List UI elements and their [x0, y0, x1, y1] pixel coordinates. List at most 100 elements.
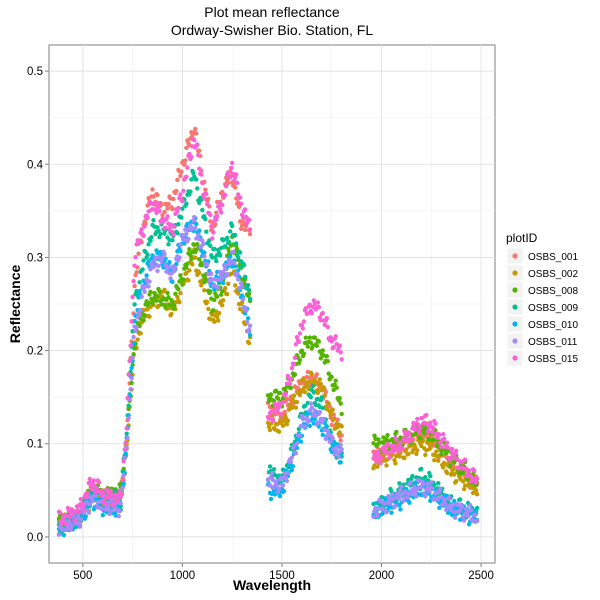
data-point — [424, 413, 429, 418]
data-point — [184, 201, 189, 206]
data-point — [229, 271, 234, 276]
data-point — [199, 283, 204, 288]
data-point — [189, 177, 194, 182]
data-point — [151, 194, 156, 199]
data-point — [275, 396, 281, 401]
data-point — [292, 372, 298, 377]
data-point — [177, 255, 182, 260]
data-point — [76, 520, 82, 526]
data-point — [393, 503, 398, 508]
data-point — [134, 270, 139, 275]
data-point — [220, 289, 225, 294]
data-point — [221, 298, 226, 303]
data-point — [471, 468, 477, 473]
data-point — [271, 467, 277, 472]
data-point — [184, 145, 189, 151]
data-point — [136, 251, 141, 256]
data-point — [290, 464, 296, 469]
data-point — [339, 357, 344, 362]
data-point — [169, 311, 174, 317]
data-point — [174, 188, 179, 194]
data-point — [338, 460, 343, 465]
data-point — [437, 505, 442, 510]
data-point — [175, 177, 180, 182]
data-point — [315, 300, 320, 305]
data-point — [338, 442, 343, 448]
data-point — [334, 385, 339, 390]
data-point — [166, 295, 171, 300]
data-point — [402, 455, 407, 461]
data-point — [427, 489, 432, 494]
data-point — [149, 235, 154, 240]
data-point — [458, 508, 463, 513]
y-tick-label: 0.5 — [27, 66, 43, 78]
data-point — [124, 431, 129, 436]
data-point — [289, 467, 295, 473]
data-point — [138, 331, 143, 336]
y-tick-label: 0.2 — [27, 346, 43, 358]
data-point — [289, 455, 295, 460]
data-point — [151, 265, 156, 270]
data-point — [145, 215, 150, 220]
legend-label: OSBS_011 — [528, 337, 578, 348]
data-point — [115, 499, 120, 504]
data-point — [247, 296, 253, 301]
data-point — [413, 480, 418, 485]
x-tick-label: 1000 — [170, 570, 196, 582]
data-point — [188, 189, 193, 194]
x-tick-label: 500 — [73, 570, 92, 582]
data-point — [176, 222, 181, 227]
data-point — [163, 305, 168, 310]
data-point — [165, 206, 170, 211]
chart-title: Plot mean reflectance — [204, 4, 340, 20]
data-point — [297, 357, 303, 363]
data-point — [317, 377, 322, 382]
data-point — [312, 335, 317, 340]
data-point — [311, 390, 316, 395]
data-point — [178, 192, 183, 197]
data-point — [226, 246, 231, 251]
data-point — [246, 327, 252, 332]
data-point — [457, 471, 462, 476]
data-point — [205, 262, 210, 267]
data-point — [426, 428, 431, 434]
legend-label: OSBS_001 — [528, 252, 578, 263]
data-point — [160, 255, 165, 260]
data-point — [155, 268, 160, 274]
data-point — [436, 458, 441, 463]
data-point — [451, 502, 456, 507]
data-point — [195, 186, 200, 191]
data-point — [171, 232, 176, 237]
data-point — [137, 239, 142, 244]
data-point — [216, 286, 221, 291]
data-point — [139, 294, 144, 299]
data-point — [239, 284, 245, 289]
data-point — [131, 352, 136, 357]
data-point — [159, 259, 164, 264]
data-point — [309, 405, 314, 410]
data-point — [305, 311, 310, 316]
data-point — [122, 447, 127, 452]
data-point — [321, 417, 326, 422]
data-point — [445, 470, 450, 476]
legend-marker — [512, 338, 518, 344]
data-point — [246, 288, 252, 293]
data-point — [333, 378, 338, 383]
data-point — [404, 447, 409, 452]
data-point — [217, 280, 222, 285]
data-point — [398, 507, 403, 512]
data-point — [451, 467, 456, 472]
data-point — [306, 418, 311, 423]
data-point — [297, 433, 303, 438]
data-point — [184, 174, 189, 179]
data-point — [381, 445, 386, 450]
data-point — [284, 478, 290, 484]
data-point — [309, 310, 314, 316]
data-point — [336, 454, 341, 460]
data-point — [139, 227, 144, 232]
data-point — [428, 445, 433, 450]
y-tick-label: 0.4 — [27, 159, 44, 171]
data-point — [220, 303, 225, 308]
data-point — [454, 448, 459, 453]
data-point — [320, 310, 325, 316]
